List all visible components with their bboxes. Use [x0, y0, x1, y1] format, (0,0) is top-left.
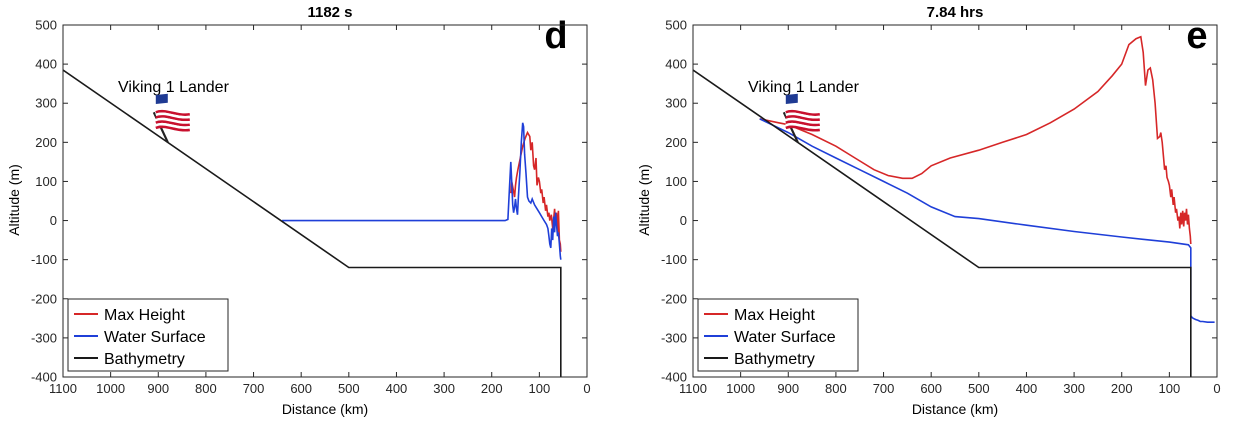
flag-canton — [785, 93, 798, 104]
panel-letter: d — [544, 15, 567, 57]
y-tick-label: 0 — [50, 213, 57, 228]
x-tick-label: 1000 — [96, 381, 125, 396]
bathymetry-line — [693, 69, 1192, 377]
chart-title: 7.84 hrs — [927, 4, 984, 21]
x-tick-label: 0 — [583, 381, 590, 396]
flag-stripe — [785, 125, 820, 132]
water-surface-line — [282, 122, 562, 260]
x-tick-label: 1100 — [49, 381, 77, 396]
chart-panel-e: 7.84 hrs e Altitude (m) Distance (km) Vi… — [630, 0, 1241, 428]
x-tick-label: 600 — [290, 381, 312, 396]
chart-e-svg: 7.84 hrs e Altitude (m) Distance (km) Vi… — [636, 4, 1221, 417]
plot-frame — [692, 24, 1218, 378]
y-axis-label: Altitude (m) — [636, 164, 652, 236]
legend-label: Bathymetry — [104, 351, 185, 368]
y-tick-label: 400 — [665, 57, 687, 72]
x-tick-label: 400 — [1016, 381, 1038, 396]
x-tick-label: 600 — [920, 381, 942, 396]
flag-stripe — [785, 122, 820, 129]
flag-stripe — [155, 122, 190, 129]
x-tick-label: 300 — [1063, 381, 1085, 396]
y-tick-label: -100 — [661, 252, 687, 267]
flag-stripe — [785, 112, 820, 119]
legend: Max Height Water Surface Bathymetry — [697, 298, 859, 372]
x-tick-label: 200 — [1111, 381, 1133, 396]
x-tick-label: 500 — [968, 381, 990, 396]
x-tick-label: 0 — [1213, 381, 1220, 396]
legend: Max Height Water Surface Bathymetry — [67, 298, 229, 372]
flag-stripe — [155, 117, 190, 124]
y-tick-label: -300 — [661, 330, 687, 345]
flag-stripe — [155, 112, 190, 119]
y-tick-label: 500 — [35, 18, 57, 33]
x-tick-label: 100 — [1159, 381, 1181, 396]
legend-label: Water Surface — [104, 329, 206, 346]
y-axis-label: Altitude (m) — [6, 164, 22, 236]
x-tick-label: 100 — [529, 381, 551, 396]
annotation-label: Viking 1 Lander — [118, 79, 230, 96]
y-tick-label: -200 — [31, 291, 57, 306]
chart-panel-d: 1182 s d Altitude (m) Distance (km) Viki… — [0, 0, 620, 428]
y-tick-label: 100 — [35, 174, 57, 189]
y-tick-label: 0 — [680, 213, 687, 228]
x-tick-label: 300 — [433, 381, 455, 396]
y-tick-label: -200 — [661, 291, 687, 306]
us-flag-icon — [782, 93, 820, 143]
legend-label: Bathymetry — [734, 351, 815, 368]
y-tick-label: 300 — [665, 96, 687, 111]
x-tick-label: 900 — [777, 381, 799, 396]
x-tick-label: 700 — [873, 381, 895, 396]
flag-stripe — [155, 109, 190, 116]
y-tick-label: 100 — [665, 174, 687, 189]
plot-frame — [62, 24, 588, 378]
annotation-label: Viking 1 Lander — [748, 79, 860, 96]
x-axis-label: Distance (km) — [912, 401, 998, 417]
x-tick-label: 400 — [386, 381, 408, 396]
x-tick-label: 700 — [243, 381, 265, 396]
x-tick-label: 800 — [825, 381, 847, 396]
y-tick-label: -100 — [31, 252, 57, 267]
max-height-line — [759, 35, 1192, 245]
bathymetry-line — [63, 69, 562, 377]
x-tick-label: 1000 — [726, 381, 755, 396]
water-surface-line — [759, 118, 1215, 323]
flag-stripe — [155, 115, 190, 122]
panel-letter: e — [1186, 15, 1207, 57]
chart-title: 1182 s — [307, 4, 352, 21]
x-tick-label: 500 — [338, 381, 360, 396]
flag-stripe — [155, 125, 190, 132]
x-tick-label: 800 — [195, 381, 217, 396]
flag-stripe — [785, 117, 820, 124]
x-axis-label: Distance (km) — [282, 401, 368, 417]
flag-canton — [155, 93, 168, 104]
flag-stripe — [785, 109, 820, 116]
y-tick-label: -400 — [31, 370, 57, 385]
y-tick-label: -400 — [661, 370, 687, 385]
y-tick-label: 400 — [35, 57, 57, 72]
flag-stripe — [155, 120, 190, 127]
y-tick-label: -300 — [31, 330, 57, 345]
y-tick-label: 200 — [665, 135, 687, 150]
x-tick-label: 200 — [481, 381, 503, 396]
x-tick-label: 900 — [147, 381, 169, 396]
flag-stripe — [785, 120, 820, 127]
legend-label: Max Height — [104, 307, 185, 324]
flag-stripe — [785, 115, 820, 122]
chart-d-svg: 1182 s d Altitude (m) Distance (km) Viki… — [6, 4, 591, 417]
us-flag-icon — [152, 93, 190, 143]
y-tick-label: 500 — [665, 18, 687, 33]
y-tick-label: 300 — [35, 96, 57, 111]
y-tick-label: 200 — [35, 135, 57, 150]
legend-label: Max Height — [734, 307, 815, 324]
legend-label: Water Surface — [734, 329, 836, 346]
x-tick-label: 1100 — [679, 381, 707, 396]
